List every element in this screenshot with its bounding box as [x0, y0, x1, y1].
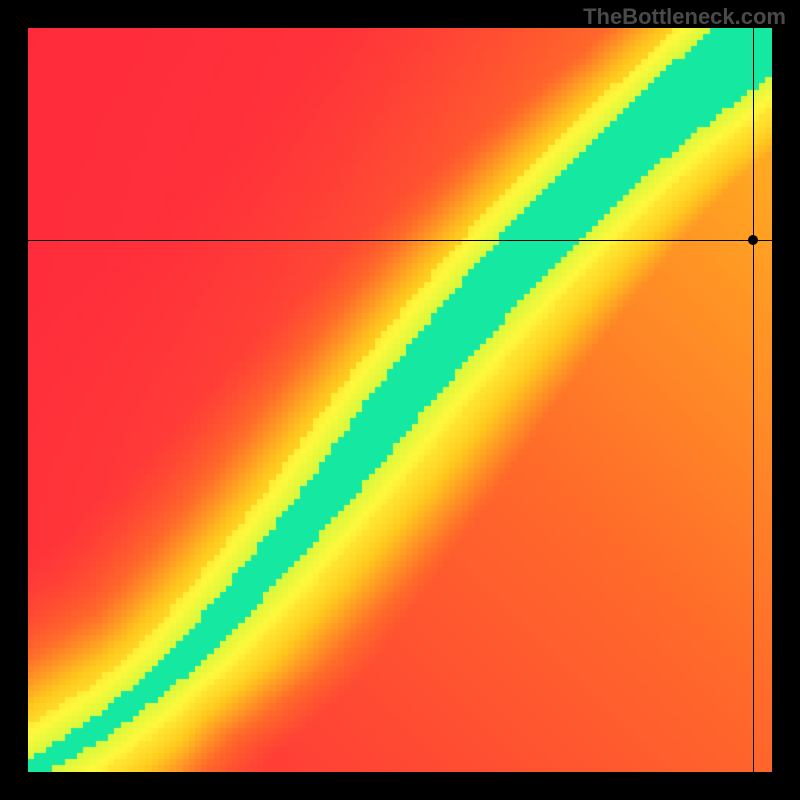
attribution-watermark: TheBottleneck.com: [583, 4, 786, 30]
crosshair-marker-dot: [748, 235, 758, 245]
bottleneck-heatmap: [28, 28, 772, 772]
chart-container: { "attribution": { "text": "TheBottlenec…: [0, 0, 800, 800]
crosshair-horizontal-line: [28, 240, 772, 241]
crosshair-vertical-line: [753, 28, 754, 772]
